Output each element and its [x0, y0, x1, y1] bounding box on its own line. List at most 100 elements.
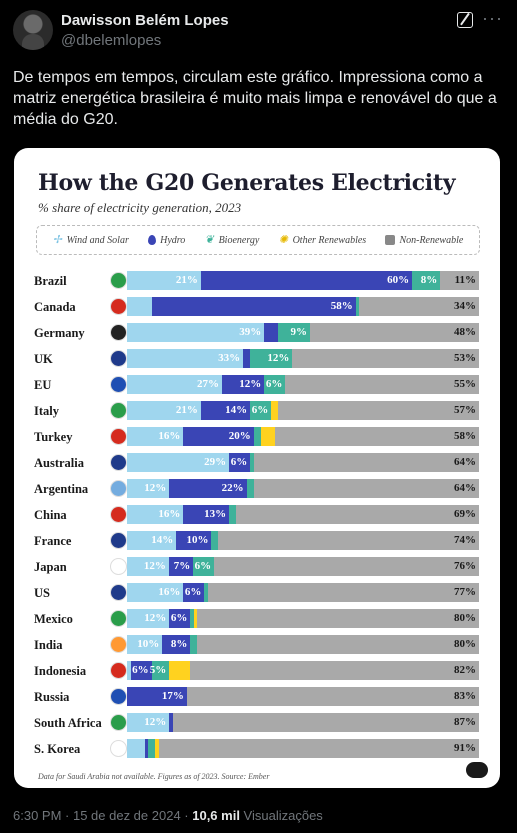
flag-icon: [110, 480, 127, 497]
bar-segment-bio: [190, 609, 194, 628]
country-label: Argentina: [34, 482, 89, 496]
country-label: UK: [34, 352, 53, 366]
country-label: Japan: [34, 560, 67, 574]
legend-label: Non-Renewable: [399, 234, 464, 246]
flag-icon: [110, 298, 127, 315]
bar-segment-hydro: 6%: [183, 583, 205, 602]
data-label: 80%: [453, 612, 476, 624]
stacked-bar: 33% 12% 53%: [127, 349, 479, 368]
bar-segment-other: [260, 427, 275, 446]
data-label: 33%: [218, 352, 241, 364]
chart-row: Turkey 16% 20% 58%: [14, 424, 500, 450]
data-label: 10%: [186, 534, 209, 546]
views-label: Visualizações: [239, 808, 323, 823]
flag-icon: [110, 350, 127, 367]
bar-segment-nonren: 11%: [440, 271, 479, 290]
legend-item: ✺ Other Renewables: [279, 235, 367, 246]
data-label: 10%: [137, 638, 160, 650]
bar-segment-bio: 12%: [250, 349, 293, 368]
chart-row: Russia 17% 83%: [14, 684, 500, 710]
flag-icon: [110, 506, 127, 523]
more-options-icon[interactable]: ···: [482, 8, 503, 28]
bar-segment-hydro: 58%: [151, 297, 356, 316]
flag-icon: [110, 636, 127, 653]
bar-segment-wind: 27%: [127, 375, 223, 394]
data-label: 74%: [453, 534, 476, 546]
publisher-logo-icon: [466, 762, 488, 778]
chart-row: Brazil 21% 60% 8% 11%: [14, 268, 500, 294]
bar-segment-wind: 39%: [127, 323, 265, 342]
country-label: US: [34, 586, 50, 600]
data-label: 6%: [265, 378, 283, 390]
bar-segment-bio: [355, 297, 360, 316]
data-label: 16%: [158, 586, 181, 598]
country-label: EU: [34, 378, 52, 392]
data-label: 21%: [175, 274, 198, 286]
bar-segment-bio: [253, 427, 261, 446]
bar-segment-wind: 29%: [127, 453, 230, 472]
tweet-image[interactable]: How the G20 Generates Electricity % shar…: [14, 148, 500, 788]
data-label: 64%: [453, 482, 476, 494]
bar-segment-hydro: 17%: [127, 687, 187, 706]
data-label: 14%: [151, 534, 174, 546]
bar-segment-bio: [211, 531, 219, 550]
data-label: 14%: [225, 404, 248, 416]
data-label: 29%: [204, 456, 227, 468]
data-label: 53%: [453, 352, 476, 364]
bar-segment-nonren: 80%: [197, 609, 479, 628]
bar-segment-bio: 6%: [193, 557, 215, 576]
data-label: 12%: [143, 560, 166, 572]
bar-segment-nonren: 48%: [310, 323, 479, 342]
bar-segment-hydro: 6%: [130, 661, 152, 680]
data-label: 12%: [144, 482, 167, 494]
country-label: Mexico: [34, 612, 73, 626]
stacked-bar: 21% 60% 8% 11%: [127, 271, 479, 290]
flag-icon: [110, 584, 127, 601]
stacked-bar: 17% 83%: [127, 687, 479, 706]
chart-row: France 14% 10% 74%: [14, 528, 500, 554]
bar-segment-nonren: 53%: [292, 349, 479, 368]
data-label: 9%: [290, 326, 308, 338]
stacked-bar: 12% 7% 6% 76%: [127, 557, 479, 576]
bar-segment-bio: 6%: [250, 401, 272, 420]
stacked-bar: 10% 8% 80%: [127, 635, 479, 654]
stacked-bar: 39% 9% 48%: [127, 323, 479, 342]
flag-icon: [110, 324, 127, 341]
data-label: 6%: [251, 404, 269, 416]
chart-row: China 16% 13% 69%: [14, 502, 500, 528]
chart-row: Australia 29% 6% 64%: [14, 450, 500, 476]
avatar[interactable]: [13, 10, 53, 50]
legend-item: Non-Renewable: [385, 235, 463, 246]
bar-segment-bio: [190, 635, 198, 654]
bar-segment-nonren: 77%: [207, 583, 479, 602]
country-label: Australia: [34, 456, 84, 470]
bar-segment-wind: 16%: [127, 427, 184, 446]
bar-segment-other: [193, 609, 198, 628]
data-label: 21%: [175, 404, 198, 416]
data-label: 34%: [453, 300, 476, 312]
tweet-time[interactable]: 6:30 PM · 15 de dez de 2024 ·: [13, 808, 193, 823]
country-label: India: [34, 638, 63, 652]
author-name[interactable]: Dawisson Belém Lopes: [61, 12, 229, 29]
stacked-bar: 29% 6% 64%: [127, 453, 479, 472]
bar-segment-wind: 12%: [127, 557, 169, 576]
data-label: 6%: [170, 612, 188, 624]
data-label: 6%: [194, 560, 212, 572]
bar-segment-hydro: 6%: [169, 609, 191, 628]
country-label: Turkey: [34, 430, 73, 444]
stacked-bar: 12% 87%: [127, 713, 479, 732]
chart-row: EU 27% 12% 6% 55%: [14, 372, 500, 398]
bar-segment-hydro: 22%: [169, 479, 247, 498]
bar-segment-hydro: 12%: [222, 375, 265, 394]
data-label: 80%: [453, 638, 476, 650]
bar-segment-hydro: 13%: [183, 505, 230, 524]
data-label: 64%: [453, 456, 476, 468]
flag-icon: [110, 610, 127, 627]
grok-icon[interactable]: [457, 12, 473, 28]
author-handle[interactable]: @dbelemlopes: [61, 32, 162, 49]
bar-segment-bio: 9%: [278, 323, 311, 342]
bar-segment-hydro: 8%: [162, 635, 191, 654]
bar-segment-bio: [229, 505, 237, 524]
stacked-bar: 21% 14% 6% 57%: [127, 401, 479, 420]
data-label: 39%: [239, 326, 262, 338]
